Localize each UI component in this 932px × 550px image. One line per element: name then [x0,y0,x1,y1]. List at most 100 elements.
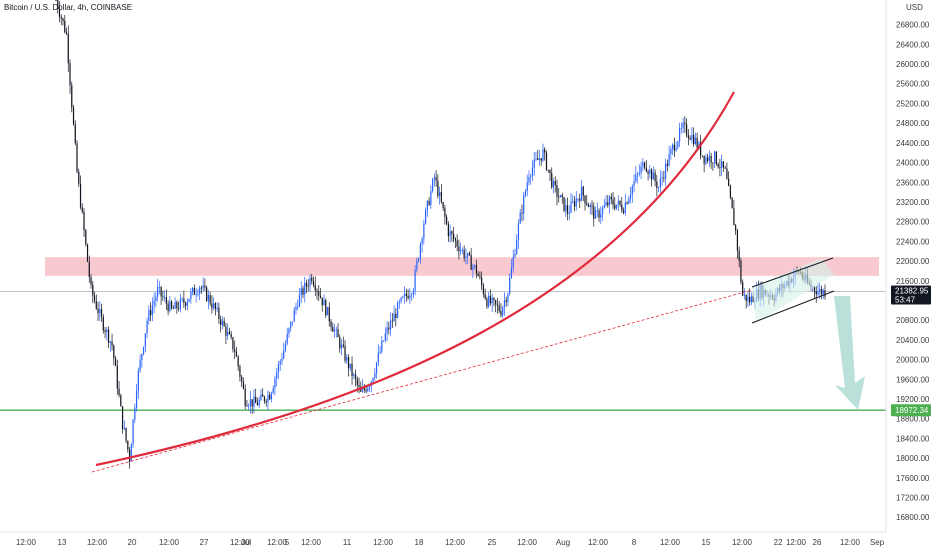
candle-body [575,198,577,207]
candle-body [244,388,246,406]
candle-body [628,198,630,204]
candle-body [188,298,190,302]
candle-body [675,147,677,151]
candle-body [498,305,500,312]
candle-body [396,302,399,318]
candle-body [521,212,523,214]
candle-body [335,329,337,331]
candle-body [537,158,539,160]
candle-body [721,161,723,168]
candle-body [400,297,402,302]
x-tick-label: 12:00 [159,538,180,547]
candle-body [246,405,248,407]
flag-fill [752,258,834,323]
candle-body [125,428,127,441]
candle-body [608,196,611,206]
candle-body [440,192,442,203]
y-tick-label: 24400.00 [896,139,930,148]
candle-body [200,287,203,289]
candle-body [635,174,637,182]
candle-body [657,187,660,189]
candle-body [186,301,188,306]
currency-label: USD [906,3,923,12]
candle-body [554,181,556,186]
candle-body [202,285,204,289]
candle-body [516,240,518,254]
candle-body [389,320,392,330]
candle-body [248,405,250,407]
candle-body [403,293,406,297]
y-tick-label: 23200.00 [896,198,930,207]
x-tick-label: 12:00 [230,538,251,547]
candle-body [199,287,201,294]
candle-body [60,16,62,19]
candle-body [652,172,654,180]
candle-body [822,290,824,295]
x-tick-label: 12:00 [786,538,807,547]
candle-body [540,158,542,161]
candle-body [263,396,266,402]
candle-body [432,179,434,192]
candle-body [258,399,260,406]
candle-body [458,246,460,252]
candle-body [309,277,311,287]
candle-body [719,167,721,168]
candle-body [358,385,360,387]
candle-body [85,230,87,245]
candle-body [76,143,78,172]
candle-body [622,210,625,214]
x-tick-label: 8 [632,538,637,547]
candle-body [424,209,427,224]
candle-body [717,164,719,168]
candle-body [708,155,710,161]
candle-body [742,282,744,296]
candle-body [547,169,549,171]
candle-body [745,294,747,302]
candle-body [123,428,125,429]
candle-body [109,341,111,343]
candle-body [265,401,267,403]
candle-body [323,300,325,306]
candle-body [410,294,413,296]
candle-body [682,122,684,129]
candle-body [333,329,336,332]
candle-body [671,144,674,149]
candle-body [356,379,358,386]
candle-body [447,223,449,237]
candle-body [591,205,593,207]
candle-body [693,134,695,145]
candle-body [235,351,238,357]
candle-body [472,266,474,270]
candle-body [495,300,497,305]
candle-body [256,403,259,406]
candle-body [500,311,502,316]
candle-body [638,172,640,174]
x-tick-label: 5 [285,538,290,547]
candle-body [255,396,257,404]
candle-body [523,195,525,214]
candle-body [102,317,104,331]
candle-body [106,329,108,333]
y-tick-label: 26400.00 [896,40,930,49]
candle-body [363,387,365,390]
candle-body [216,307,218,310]
candle-body [475,265,478,274]
candle-body [293,309,295,322]
candle-body [128,449,131,462]
candle-body [104,330,106,333]
candle-body [274,378,276,388]
candle-body [178,308,180,309]
y-tick-label: 26000.00 [896,60,930,69]
candle-body [321,297,323,306]
candle-body [74,124,76,144]
x-tick-label: 26 [813,538,822,547]
support-badge-value: 18972.34 [895,406,929,415]
candle-body [680,128,682,129]
candle-body [267,394,269,403]
candle-body [549,169,551,174]
x-tick-label: 12:00 [732,538,753,547]
candle-body [703,155,705,164]
candle-body [337,329,339,338]
